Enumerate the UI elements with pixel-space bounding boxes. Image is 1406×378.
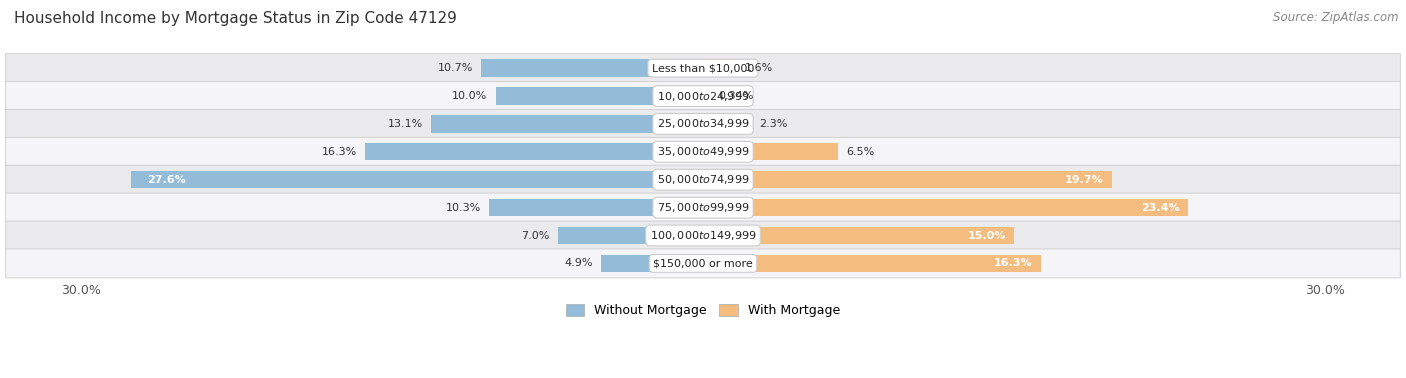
Bar	[495, 87, 703, 105]
Text: $10,000 to $24,999: $10,000 to $24,999	[657, 90, 749, 102]
FancyBboxPatch shape	[6, 193, 1400, 222]
Text: $75,000 to $99,999: $75,000 to $99,999	[657, 201, 749, 214]
Bar	[602, 255, 703, 272]
Text: 10.7%: 10.7%	[437, 63, 472, 73]
FancyBboxPatch shape	[6, 109, 1400, 138]
Text: 19.7%: 19.7%	[1064, 175, 1104, 185]
Bar	[703, 59, 737, 77]
Bar	[703, 87, 710, 105]
Text: 0.34%: 0.34%	[718, 91, 754, 101]
Bar	[703, 115, 751, 133]
Bar	[366, 143, 703, 161]
Bar	[703, 171, 1112, 188]
FancyBboxPatch shape	[6, 165, 1400, 194]
Bar	[703, 199, 1188, 216]
Text: 6.5%: 6.5%	[846, 147, 875, 157]
Text: 1.6%: 1.6%	[745, 63, 773, 73]
Text: $35,000 to $49,999: $35,000 to $49,999	[657, 145, 749, 158]
Text: Household Income by Mortgage Status in Zip Code 47129: Household Income by Mortgage Status in Z…	[14, 11, 457, 26]
Text: Source: ZipAtlas.com: Source: ZipAtlas.com	[1274, 11, 1399, 24]
FancyBboxPatch shape	[6, 82, 1400, 110]
Text: $100,000 to $149,999: $100,000 to $149,999	[650, 229, 756, 242]
Text: 10.0%: 10.0%	[453, 91, 488, 101]
FancyBboxPatch shape	[6, 249, 1400, 278]
Bar	[489, 199, 703, 216]
Text: $50,000 to $74,999: $50,000 to $74,999	[657, 173, 749, 186]
Bar	[703, 255, 1040, 272]
Bar	[131, 171, 703, 188]
Text: 27.6%: 27.6%	[148, 175, 186, 185]
Text: 2.3%: 2.3%	[759, 119, 787, 129]
Bar	[703, 143, 838, 161]
Text: $25,000 to $34,999: $25,000 to $34,999	[657, 118, 749, 130]
Bar	[432, 115, 703, 133]
Text: 10.3%: 10.3%	[446, 203, 481, 212]
Text: 16.3%: 16.3%	[994, 259, 1033, 268]
Text: Less than $10,000: Less than $10,000	[652, 63, 754, 73]
Bar	[558, 227, 703, 244]
Bar	[481, 59, 703, 77]
Text: 4.9%: 4.9%	[565, 259, 593, 268]
Text: 13.1%: 13.1%	[388, 119, 423, 129]
Text: 7.0%: 7.0%	[522, 231, 550, 240]
Legend: Without Mortgage, With Mortgage: Without Mortgage, With Mortgage	[561, 299, 845, 322]
Text: $150,000 or more: $150,000 or more	[654, 259, 752, 268]
FancyBboxPatch shape	[6, 54, 1400, 83]
Bar	[703, 227, 1014, 244]
Text: 15.0%: 15.0%	[967, 231, 1005, 240]
Text: 23.4%: 23.4%	[1142, 203, 1180, 212]
FancyBboxPatch shape	[6, 137, 1400, 166]
Text: 16.3%: 16.3%	[322, 147, 357, 157]
FancyBboxPatch shape	[6, 221, 1400, 250]
